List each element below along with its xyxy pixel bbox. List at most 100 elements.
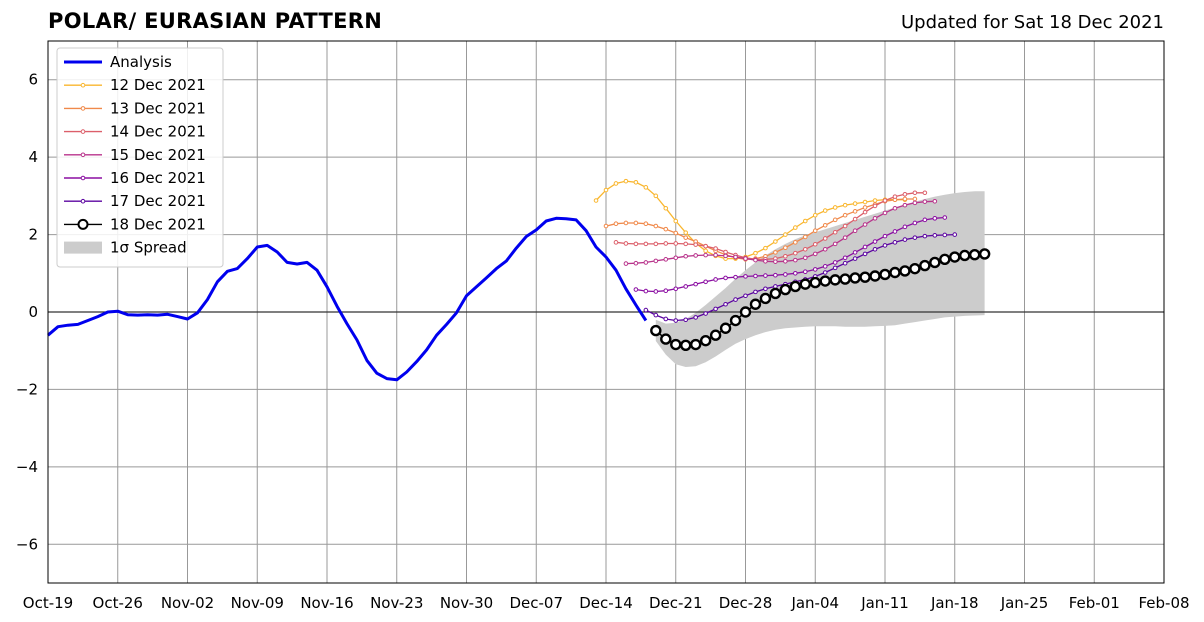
forecast-point	[902, 224, 908, 230]
forecast-point	[812, 251, 818, 257]
legend-label: 15 Dec 2021	[110, 146, 206, 164]
updated-date: Updated for Sat 18 Dec 2021	[900, 12, 1164, 33]
forecast-point	[932, 233, 938, 238]
forecast-point	[660, 333, 672, 345]
forecast-point	[939, 253, 951, 266]
legend-label: 17 Dec 2021	[110, 192, 206, 210]
forecast-point	[859, 271, 871, 283]
legend-marker	[80, 129, 86, 134]
legend-item: 12 Dec 2021	[64, 76, 206, 94]
forecast-point	[932, 216, 938, 221]
forecast-point	[789, 280, 802, 293]
forecast-point	[693, 315, 698, 320]
forecast-point	[793, 225, 798, 230]
forecast-point	[872, 203, 878, 209]
forecast-point	[872, 216, 878, 221]
forecast-point	[703, 243, 708, 249]
forecast-point	[743, 274, 748, 279]
forecast-point	[683, 241, 689, 247]
tick-labels: Oct-19 Oct-26 Nov-02 Nov-09 Nov-16 Nov-23 Nov-…	[16, 71, 1190, 612]
legend-label: 18 Dec 2021	[110, 215, 206, 233]
forecast-point	[882, 233, 888, 239]
forecast-point	[952, 232, 958, 237]
series-group	[47, 178, 991, 382]
forecast-point	[623, 241, 629, 246]
forecast-point	[842, 235, 848, 240]
forecast-point	[912, 196, 918, 202]
x-tick-label: Jan-25	[1000, 594, 1049, 612]
legend-item: Analysis	[64, 53, 172, 71]
forecast-point	[802, 218, 808, 224]
legend-item: 15 Dec 2021	[64, 146, 206, 164]
forecast-point	[769, 287, 782, 300]
forecast-point	[862, 244, 868, 250]
forecast-point	[959, 249, 971, 262]
forecast-point	[942, 215, 948, 220]
forecast-point	[802, 269, 808, 275]
legend-label: Analysis	[110, 53, 172, 71]
forecast-point	[623, 261, 629, 266]
forecast-point	[663, 205, 669, 211]
legend-label: 14 Dec 2021	[110, 123, 206, 141]
forecast-point	[673, 241, 679, 246]
forecast-point	[802, 255, 808, 261]
forecast-point	[862, 199, 868, 205]
forecast-point	[773, 284, 778, 289]
forecast-series	[613, 190, 928, 262]
forecast-point	[763, 258, 768, 264]
forecast-point	[849, 272, 861, 284]
forecast-point	[942, 232, 948, 238]
legend-marker	[80, 198, 86, 204]
forecast-point	[793, 270, 798, 276]
forecast-point	[633, 220, 639, 226]
forecast-point	[703, 252, 708, 258]
legend-item: 13 Dec 2021	[64, 99, 206, 117]
forecast-point	[703, 279, 708, 285]
forecast-point	[922, 217, 928, 223]
forecast-point	[882, 210, 888, 216]
forecast-point	[699, 334, 712, 347]
legend-item: 1σ Spread	[64, 239, 187, 257]
x-tick-label: Jan-04	[790, 594, 839, 612]
forecast-point	[912, 190, 918, 196]
legend-label: 1σ Spread	[110, 239, 187, 257]
forecast-point	[832, 205, 838, 210]
legend-label: 16 Dec 2021	[110, 169, 206, 187]
x-tick-label: Nov-02	[161, 594, 214, 612]
forecast-point	[683, 317, 689, 323]
forecast-point	[902, 202, 908, 208]
forecast-point	[799, 278, 811, 290]
forecast-point	[793, 250, 798, 256]
legend-item: 14 Dec 2021	[64, 123, 206, 141]
forecast-point	[650, 324, 662, 337]
forecast-point	[733, 297, 738, 302]
forecast-point	[892, 205, 898, 211]
y-tick-label: −4	[16, 458, 38, 476]
forecast-point	[633, 241, 639, 247]
forecast-point	[832, 265, 838, 271]
forecast-point	[822, 270, 828, 275]
forecast-point	[902, 192, 908, 197]
y-tick-label: 0	[28, 303, 38, 321]
forecast-series	[623, 198, 938, 266]
forecast-point	[842, 260, 848, 266]
forecast-point	[683, 235, 689, 240]
forecast-point	[763, 273, 768, 278]
forecast-point	[852, 228, 858, 233]
forecast-point	[689, 338, 702, 351]
legend-swatch	[64, 241, 102, 254]
forecast-point	[653, 193, 659, 199]
forecast-point	[968, 249, 981, 261]
analysis-line	[47, 216, 648, 382]
forecast-point	[978, 248, 991, 260]
forecast-point	[852, 216, 858, 222]
forecast-point	[673, 286, 679, 292]
legend-item: 18 Dec 2021	[64, 215, 206, 233]
forecast-point	[683, 284, 689, 289]
x-tick-label: Dec-14	[579, 594, 633, 612]
forecast-point	[693, 281, 698, 287]
forecast-point	[779, 283, 792, 296]
x-tick-label: Nov-16	[300, 594, 353, 612]
forecast-point	[703, 311, 708, 316]
